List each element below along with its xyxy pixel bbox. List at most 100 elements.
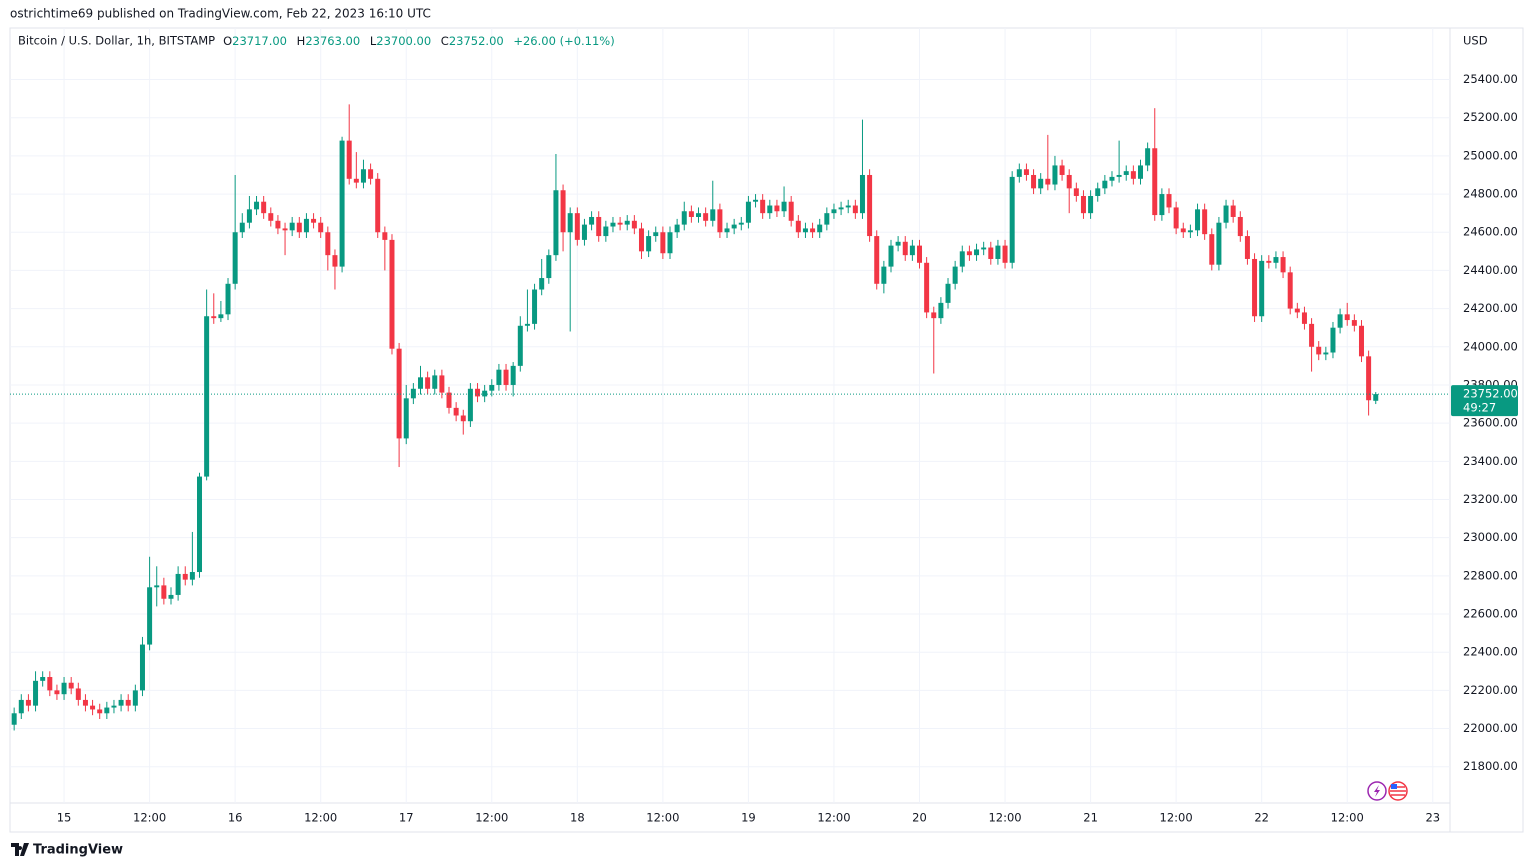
candle-body — [225, 283, 231, 315]
x-tick-label: 12:00 — [646, 811, 679, 825]
candle-body — [111, 705, 117, 708]
candle-body — [981, 247, 987, 250]
candle-body — [931, 312, 937, 319]
candle-body — [296, 222, 302, 233]
logo — [11, 843, 29, 856]
candle-body — [995, 245, 1001, 259]
candle-body — [1009, 176, 1015, 263]
x-tick-label: 18 — [570, 811, 585, 825]
candle-body — [1116, 174, 1122, 177]
candle-body — [61, 682, 67, 695]
candle-body — [132, 690, 138, 706]
candle-body — [197, 476, 203, 573]
candle-body — [646, 236, 652, 252]
candle-body — [311, 218, 317, 223]
candle-body — [767, 205, 773, 214]
candle-body — [254, 201, 260, 210]
candle-body — [1123, 171, 1129, 175]
candle-body — [1223, 205, 1229, 223]
candle-body — [888, 245, 894, 267]
candle-body — [1073, 188, 1079, 196]
candle-body — [382, 232, 388, 240]
x-tick-label: 12:00 — [133, 811, 166, 825]
candle-body — [289, 222, 295, 231]
candle-body — [1273, 257, 1279, 263]
candle-body — [1102, 180, 1108, 189]
candle-body — [560, 190, 566, 233]
y-tick-label: 22200.00 — [1463, 683, 1518, 697]
y-tick-label: 22000.00 — [1463, 721, 1518, 735]
y-tick-label: 22400.00 — [1463, 645, 1518, 659]
candle-body — [1002, 245, 1008, 263]
frame — [9, 27, 1524, 833]
last-price-label: 23752.00 — [1463, 387, 1518, 401]
candle-body — [581, 224, 587, 240]
candle-body — [75, 688, 81, 700]
us-flag-canton — [1391, 784, 1397, 789]
y-tick-label: 24400.00 — [1463, 263, 1518, 277]
candle-body — [1016, 169, 1022, 177]
countdown-label: 49:27 — [1463, 401, 1496, 415]
x-tick-label: 23 — [1425, 811, 1440, 825]
candle-body — [817, 224, 823, 233]
candle-body — [1316, 346, 1322, 355]
candle-body — [389, 239, 395, 349]
candle-body — [859, 174, 865, 214]
candle-body — [845, 205, 851, 208]
candles — [11, 104, 1379, 731]
candle-body — [332, 255, 338, 267]
footer-brand: TradingView — [33, 843, 123, 858]
candle-body — [360, 169, 366, 183]
candle-body — [938, 302, 944, 319]
y-tick-label: 24000.00 — [1463, 339, 1518, 353]
candle-body — [596, 216, 602, 237]
candle-body — [303, 218, 309, 233]
o-label: O — [223, 34, 232, 48]
candle-body — [18, 699, 24, 714]
candle-body — [446, 392, 452, 408]
candle-body — [1366, 356, 1372, 401]
candle-body — [25, 699, 31, 706]
candle-body — [674, 224, 680, 233]
grid — [10, 28, 1450, 803]
candle-body — [974, 249, 980, 256]
candle-body — [1294, 308, 1300, 313]
lightning-glyph — [1374, 785, 1380, 797]
y-tick-label: 25200.00 — [1463, 110, 1518, 124]
o-value: 23717.00 — [232, 34, 287, 48]
l-label: L — [370, 34, 377, 48]
candle-body — [460, 415, 466, 422]
candle-body — [553, 190, 559, 256]
candle-body — [1344, 314, 1350, 321]
candle-body — [1202, 209, 1208, 235]
y-tick-label: 23600.00 — [1463, 416, 1518, 430]
candle-body — [1337, 314, 1343, 328]
candle-body — [966, 251, 972, 256]
candle-body — [1230, 205, 1236, 217]
candle-body — [696, 213, 702, 217]
legend-symbol: Bitcoin / U.S. Dollar, 1h, BITSTAMP — [18, 34, 215, 48]
candle-body — [161, 585, 167, 599]
candle-body — [211, 316, 217, 319]
candle-body — [1280, 257, 1286, 273]
candle-body — [1095, 188, 1101, 196]
last-price-tag — [1451, 385, 1518, 417]
candle-body — [852, 205, 858, 214]
candle-body — [510, 365, 516, 385]
candle-body — [417, 377, 423, 389]
candle-body — [154, 585, 160, 588]
x-tick-label: 15 — [57, 811, 72, 825]
candle-body — [603, 226, 609, 237]
candle-body — [147, 587, 153, 645]
y-tick-label: 25000.00 — [1463, 148, 1518, 162]
candle-body — [204, 316, 210, 477]
candle-body — [432, 375, 438, 389]
candle-body — [1287, 272, 1293, 309]
candle-body — [517, 325, 523, 366]
logo-mark — [11, 843, 29, 856]
candle-body — [731, 224, 737, 229]
candle-body — [924, 262, 930, 313]
candle-body — [1130, 171, 1136, 179]
candle-body — [1166, 194, 1172, 208]
candle-body — [952, 266, 958, 284]
